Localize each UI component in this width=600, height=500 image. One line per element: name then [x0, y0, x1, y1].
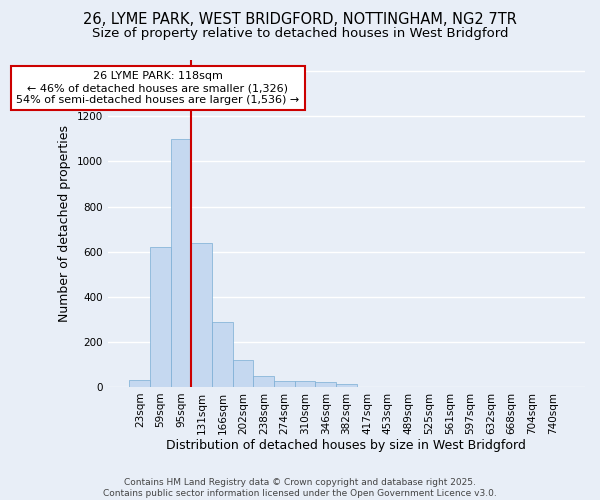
Bar	[212, 322, 233, 387]
Bar	[316, 382, 336, 387]
Text: 26 LYME PARK: 118sqm
← 46% of detached houses are smaller (1,326)
54% of semi-de: 26 LYME PARK: 118sqm ← 46% of detached h…	[16, 72, 299, 104]
Bar	[295, 382, 316, 387]
Y-axis label: Number of detached properties: Number of detached properties	[58, 125, 71, 322]
Bar	[253, 376, 274, 387]
Bar	[130, 380, 150, 387]
Text: Size of property relative to detached houses in West Bridgford: Size of property relative to detached ho…	[92, 28, 508, 40]
Bar	[274, 382, 295, 387]
Text: Contains HM Land Registry data © Crown copyright and database right 2025.
Contai: Contains HM Land Registry data © Crown c…	[103, 478, 497, 498]
Text: 26, LYME PARK, WEST BRIDGFORD, NOTTINGHAM, NG2 7TR: 26, LYME PARK, WEST BRIDGFORD, NOTTINGHA…	[83, 12, 517, 28]
X-axis label: Distribution of detached houses by size in West Bridgford: Distribution of detached houses by size …	[166, 440, 526, 452]
Bar	[191, 242, 212, 387]
Bar	[233, 360, 253, 387]
Bar	[150, 247, 171, 387]
Bar	[336, 384, 357, 387]
Bar	[171, 139, 191, 387]
